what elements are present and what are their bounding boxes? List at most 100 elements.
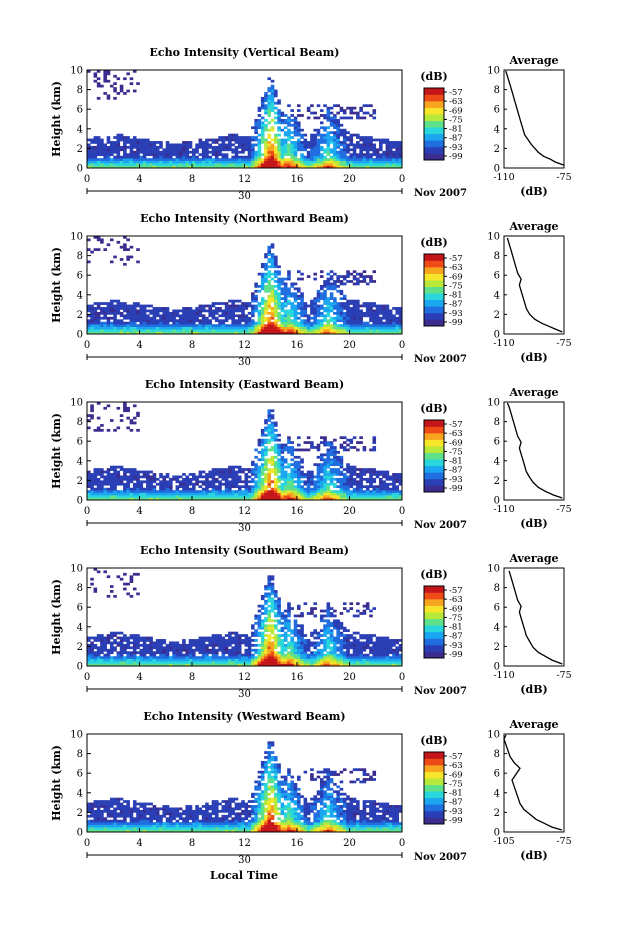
heatmap-cell: [274, 285, 278, 288]
heatmap-cell: [247, 321, 252, 325]
heatmap-cell: [388, 329, 393, 332]
heatmap-cell: [267, 141, 272, 144]
heatmap-cell: [142, 314, 147, 318]
heatmap-cell: [218, 138, 222, 142]
heatmap-cell: [382, 487, 386, 491]
heatmap-cell: [349, 138, 354, 142]
heatmap-cell: [218, 497, 222, 501]
heatmap-cell: [290, 155, 295, 159]
x-tick-label: 0: [84, 506, 90, 517]
heatmap-cell: [329, 477, 334, 481]
heatmap-cell: [201, 163, 206, 166]
heatmap-cell: [326, 307, 331, 310]
heatmap-cell: [346, 495, 350, 498]
heatmap-cell: [228, 480, 232, 484]
heatmap-cell: [362, 155, 367, 159]
heatmap-cell: [300, 148, 304, 152]
heatmap-cell: [152, 326, 157, 330]
heatmap-cell: [100, 475, 104, 479]
heatmap-cell: [369, 141, 373, 144]
heatmap-cell: [260, 636, 265, 640]
x-tick-label: 12: [238, 340, 251, 351]
heatmap-cell: [195, 316, 199, 320]
heatmap-cell: [310, 145, 314, 149]
heatmap-cell: [257, 119, 262, 122]
heatmap-cell: [254, 658, 258, 662]
heatmap-cell: [146, 658, 150, 662]
heatmap-cell: [165, 497, 170, 501]
heatmap-cell: [208, 163, 212, 166]
heatmap-cell: [257, 302, 262, 305]
heatmap-cell: [290, 150, 295, 154]
heatmap-cell: [329, 106, 334, 110]
heatmap-cell: [221, 473, 226, 476]
heatmap-cell: [231, 492, 235, 496]
heatmap-cell: [205, 658, 209, 662]
heatmap-cell: [329, 473, 334, 476]
heatmap-cell: [356, 165, 360, 169]
heatmap-cell: [116, 311, 121, 315]
heatmap-cell: [241, 141, 245, 144]
heatmap-cell: [346, 324, 350, 327]
heatmap-cell: [395, 316, 400, 320]
heatmap-cell: [274, 473, 278, 476]
heatmap-cell: [231, 468, 235, 471]
heatmap-cell: [231, 653, 235, 657]
heatmap-cell: [185, 155, 190, 159]
heatmap-cell: [188, 165, 193, 169]
heatmap-cell: [346, 280, 350, 283]
heatmap-cell: [119, 475, 124, 479]
heatmap-cell: [132, 475, 137, 479]
heatmap-cell: [234, 646, 239, 650]
heatmap-cell: [277, 304, 281, 308]
heatmap-cell: [359, 329, 363, 332]
heatmap-cell: [155, 492, 160, 496]
heatmap-cell: [214, 326, 219, 330]
heatmap-cell: [319, 114, 324, 117]
heatmap-cell: [339, 150, 344, 154]
heatmap-cell: [277, 460, 281, 464]
heatmap-cell: [221, 648, 226, 652]
heatmap-cell: [251, 329, 255, 332]
heatmap-cell: [283, 482, 288, 486]
average-y-tick-label: 8: [494, 251, 500, 262]
heatmap-cell: [316, 482, 321, 486]
heatmap-cell: [136, 428, 140, 432]
heatmap-cell: [277, 319, 281, 323]
heatmap-cell: [106, 153, 111, 157]
heatmap-cell: [162, 158, 167, 161]
heatmap-cell: [175, 661, 180, 664]
heatmap-cell: [365, 487, 370, 491]
heatmap-cell: [283, 477, 288, 481]
heatmap-cell: [333, 165, 337, 169]
heatmap-cell: [146, 470, 150, 474]
heatmap-cell: [251, 324, 255, 327]
heatmap-cell: [339, 280, 344, 283]
heatmap-cell: [336, 289, 340, 293]
heatmap-cell: [234, 663, 239, 667]
heatmap-cell: [398, 150, 403, 154]
heatmap-cell: [290, 324, 295, 327]
heatmap-field: [87, 236, 403, 335]
heatmap-cell: [267, 148, 272, 152]
heatmap-cell: [100, 473, 104, 476]
heatmap-cell: [356, 143, 360, 147]
heatmap-cell: [221, 160, 226, 164]
heatmap-cell: [119, 419, 124, 422]
heatmap-cell: [237, 663, 242, 667]
heatmap-cell: [155, 497, 160, 501]
heatmap-cell: [264, 602, 268, 606]
colorbar-unit: (dB): [420, 70, 447, 83]
heatmap-cell: [129, 145, 134, 149]
heatmap-cell: [352, 497, 357, 501]
heatmap-cell: [372, 304, 377, 308]
heatmap-cell: [264, 448, 268, 452]
heatmap-cell: [96, 477, 101, 481]
heatmap-cell: [100, 643, 104, 647]
heatmap-cell: [119, 145, 124, 149]
heatmap-cell: [139, 143, 144, 147]
heatmap-cell: [129, 316, 134, 320]
heatmap-cell: [185, 153, 190, 157]
heatmap-cell: [201, 141, 206, 144]
heatmap-cell: [192, 158, 196, 161]
